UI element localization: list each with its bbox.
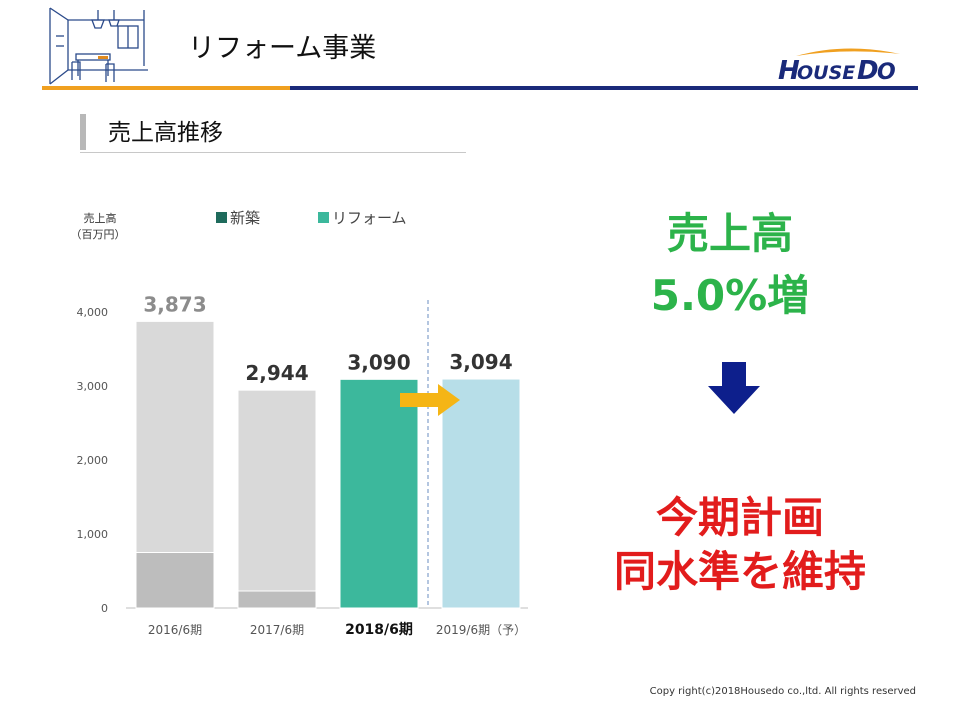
bar-reform <box>339 378 419 609</box>
legend-label-shinchiku: 新築 <box>230 209 260 227</box>
svg-text:H: H <box>778 56 800 84</box>
bar-reform <box>135 320 215 554</box>
header-rule-navy <box>290 86 918 90</box>
y-tick-label: 1,000 <box>77 528 109 541</box>
legend-swatch-shinchiku <box>216 212 227 223</box>
bar-shinchiku <box>135 552 215 609</box>
bars-group <box>135 320 521 609</box>
y-axis-label-line2: （百万円） <box>71 228 126 241</box>
slide-title: リフォーム事業 <box>188 33 377 64</box>
x-tick-label: 2018/6期 <box>345 622 413 638</box>
svg-text:D: D <box>857 56 879 84</box>
y-tick-label: 2,000 <box>77 454 109 467</box>
subtitle-accent-bar <box>80 114 86 150</box>
plan-line2: 同水準を維持 <box>613 547 866 596</box>
x-axis-ticks: 2016/6期 2017/6期 2018/6期 2019/6期（予） <box>148 622 526 638</box>
bar-shinchiku <box>237 590 317 609</box>
copyright-text: Copy right(c)2018Housedo co.,ltd. All ri… <box>649 686 916 697</box>
room-illustration <box>49 7 148 85</box>
y-tick-label: 0 <box>101 602 108 615</box>
total-label: 3,090 <box>347 350 410 374</box>
svg-text:OUSE: OUSE <box>797 62 855 84</box>
x-tick-label: 2016/6期 <box>148 623 202 637</box>
bar-reform <box>441 378 521 609</box>
total-labels: 3,873 2,944 3,090 3,094 <box>143 292 512 385</box>
housedo-logo: H OUSE D O <box>778 48 900 84</box>
yellow-arrow-icon <box>400 384 460 416</box>
subtitle-underline <box>80 152 466 153</box>
y-tick-label: 3,000 <box>77 380 109 393</box>
total-label: 3,873 <box>143 292 206 316</box>
y-tick-label: 4,000 <box>77 306 109 319</box>
down-arrow-icon <box>708 362 760 414</box>
highlight-line1: 売上高 <box>666 209 793 258</box>
x-tick-label: 2019/6期（予） <box>436 623 526 637</box>
bar-reform <box>237 389 317 592</box>
header-rule-orange <box>42 86 290 90</box>
total-label: 3,094 <box>449 350 512 374</box>
section-subtitle: 売上高推移 <box>108 120 223 146</box>
sales-chart: 売上高 （百万円） 新築 リフォーム 0 1,000 2,000 3,000 4,000… <box>71 209 528 638</box>
svg-text:O: O <box>877 60 896 84</box>
x-tick-label: 2017/6期 <box>250 623 304 637</box>
legend-swatch-reform <box>318 212 329 223</box>
highlight-line2: 5.0%増 <box>650 271 810 320</box>
legend-label-reform: リフォーム <box>332 209 407 227</box>
y-axis-ticks: 0 1,000 2,000 3,000 4,000 <box>77 306 109 615</box>
total-label: 2,944 <box>245 361 308 385</box>
y-axis-label-line1: 売上高 <box>84 211 117 225</box>
plan-line1: 今期計画 <box>655 493 824 542</box>
